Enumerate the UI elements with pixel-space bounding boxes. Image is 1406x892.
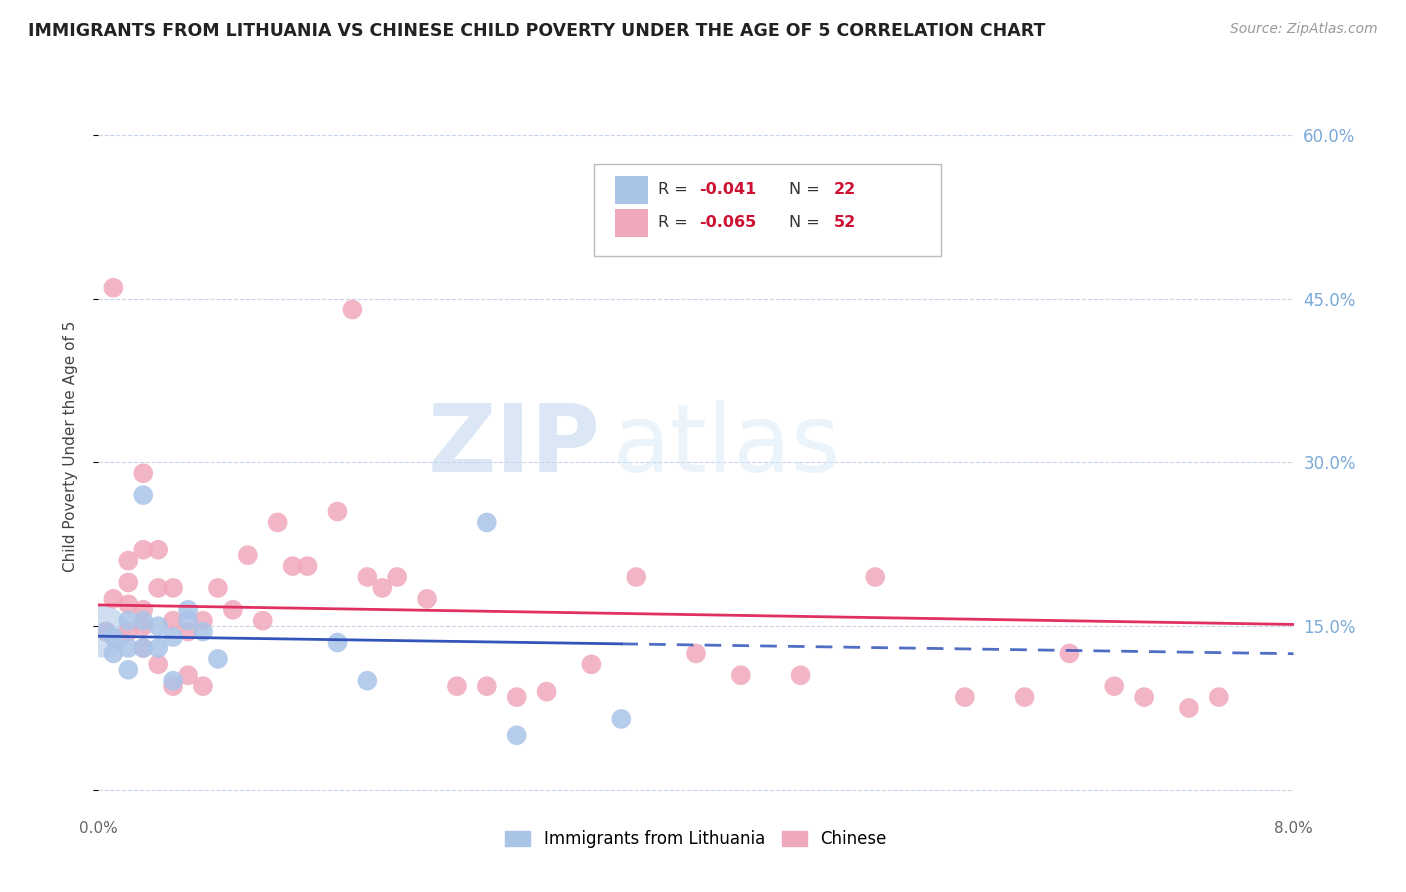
Point <box>416 591 439 606</box>
Text: Source: ZipAtlas.com: Source: ZipAtlas.com <box>1230 22 1378 37</box>
Point <box>536 684 558 698</box>
Point <box>236 548 259 562</box>
Point <box>94 624 117 639</box>
Point <box>207 581 229 595</box>
Point <box>475 516 498 530</box>
Text: N =: N = <box>789 215 825 230</box>
Point <box>1133 690 1156 704</box>
Point <box>177 624 200 639</box>
Text: N =: N = <box>789 183 825 197</box>
Y-axis label: Child Poverty Under the Age of 5: Child Poverty Under the Age of 5 <box>63 320 77 572</box>
Point <box>132 614 155 628</box>
Point <box>267 516 290 530</box>
Point <box>356 673 378 688</box>
Point <box>148 581 170 595</box>
Point <box>177 603 200 617</box>
Text: atlas: atlas <box>613 400 841 492</box>
Point <box>610 712 633 726</box>
Point <box>506 728 529 742</box>
Point <box>117 597 139 611</box>
Text: -0.065: -0.065 <box>700 215 756 230</box>
Point <box>326 635 349 649</box>
Point <box>953 690 976 704</box>
Point <box>132 619 155 633</box>
Point <box>103 281 125 295</box>
Point <box>685 647 707 661</box>
Point <box>730 668 752 682</box>
Point <box>103 591 125 606</box>
Point <box>297 559 319 574</box>
Point <box>1208 690 1230 704</box>
Text: -0.041: -0.041 <box>700 183 756 197</box>
Point <box>162 614 184 628</box>
Point <box>626 570 648 584</box>
Point <box>148 657 170 672</box>
Point <box>132 488 155 502</box>
Point <box>117 575 139 590</box>
Point <box>117 640 139 655</box>
Point <box>162 581 184 595</box>
Point <box>281 559 304 574</box>
Bar <box>614 209 648 236</box>
Point <box>371 581 394 595</box>
Point <box>191 614 214 628</box>
Point <box>385 570 409 584</box>
FancyBboxPatch shape <box>595 164 941 256</box>
Text: IMMIGRANTS FROM LITHUANIA VS CHINESE CHILD POVERTY UNDER THE AGE OF 5 CORRELATIO: IMMIGRANTS FROM LITHUANIA VS CHINESE CHI… <box>28 22 1046 40</box>
Point <box>1014 690 1036 704</box>
Point <box>91 624 114 639</box>
Point <box>506 690 529 704</box>
Text: 52: 52 <box>834 215 856 230</box>
Point <box>132 542 155 557</box>
Point <box>789 668 811 682</box>
Point <box>94 624 117 639</box>
Point <box>177 668 200 682</box>
Point <box>162 679 184 693</box>
Point <box>117 663 139 677</box>
Text: ZIP: ZIP <box>427 400 600 492</box>
Point <box>148 640 170 655</box>
Point <box>475 679 498 693</box>
Legend: Immigrants from Lithuania, Chinese: Immigrants from Lithuania, Chinese <box>499 823 893 855</box>
Point <box>132 640 155 655</box>
Text: R =: R = <box>658 183 693 197</box>
Point <box>117 554 139 568</box>
Point <box>117 614 139 628</box>
Point <box>207 652 229 666</box>
Point <box>222 603 245 617</box>
Point <box>356 570 378 584</box>
Point <box>1178 701 1201 715</box>
Point <box>162 673 184 688</box>
Point <box>252 614 274 628</box>
Point <box>117 624 139 639</box>
Point <box>162 630 184 644</box>
Point <box>1104 679 1126 693</box>
Point <box>103 647 125 661</box>
Point <box>132 640 155 655</box>
Text: 22: 22 <box>834 183 856 197</box>
Point <box>191 679 214 693</box>
Bar <box>614 176 648 204</box>
Point <box>342 302 364 317</box>
Point <box>446 679 468 693</box>
Point <box>177 614 200 628</box>
Point <box>865 570 887 584</box>
Point <box>132 467 155 481</box>
Point <box>326 504 349 518</box>
Point <box>1059 647 1081 661</box>
Point <box>581 657 603 672</box>
Point <box>148 619 170 633</box>
Point <box>103 630 125 644</box>
Point <box>148 542 170 557</box>
Point <box>191 624 214 639</box>
Text: R =: R = <box>658 215 693 230</box>
Point <box>132 603 155 617</box>
